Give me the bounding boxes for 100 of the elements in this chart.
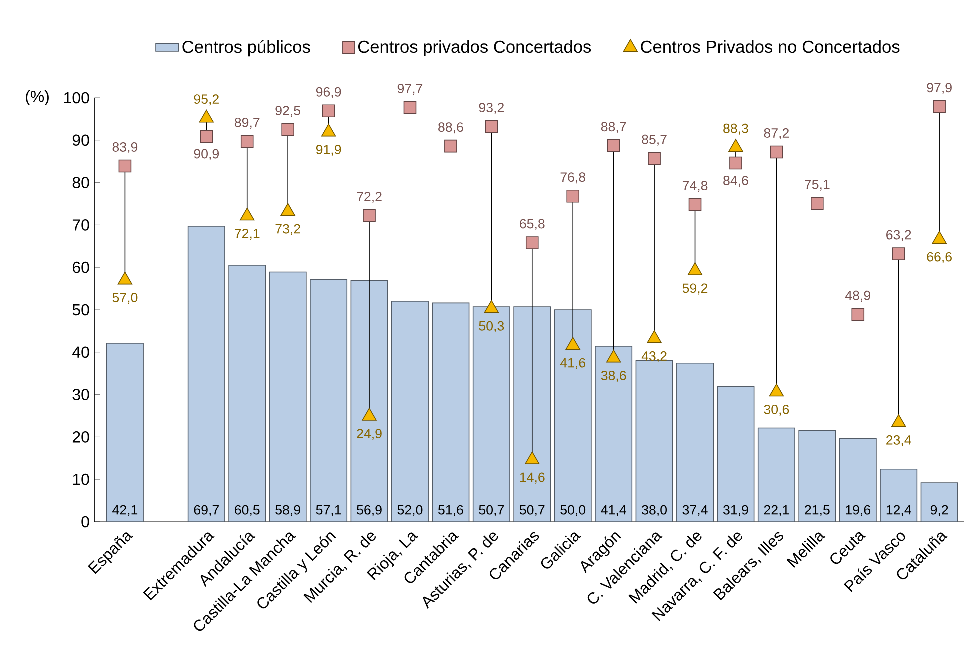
data-label: 57,1	[316, 506, 342, 516]
data-label: 9,2	[930, 505, 948, 516]
point	[118, 160, 132, 173]
point	[240, 208, 255, 221]
data-label: 52,0	[398, 505, 423, 516]
data-label: 72,1	[235, 229, 260, 240]
data-label: 42,1	[112, 505, 138, 516]
data-label: 38,6	[601, 371, 626, 382]
data-label: 97,7	[398, 84, 423, 96]
point	[282, 123, 294, 136]
data-label: 50,7	[479, 505, 504, 516]
data-label: 88,6	[438, 122, 464, 134]
point	[892, 248, 906, 260]
bar	[554, 310, 592, 522]
point	[240, 135, 254, 148]
data-label: 73,2	[276, 224, 300, 236]
point	[607, 140, 620, 152]
data-label: 76,8	[560, 172, 586, 184]
data-label: 60,5	[235, 505, 260, 516]
y-tick-label: 80	[72, 177, 90, 188]
data-label: 66,6	[927, 252, 952, 264]
y-axis-title: (%)	[26, 90, 49, 106]
data-label: 50,7	[520, 505, 545, 516]
y-tick-label: 70	[72, 220, 90, 231]
bar	[798, 430, 836, 522]
data-label: 56,9	[357, 505, 382, 516]
point	[730, 156, 742, 170]
bar	[472, 306, 510, 522]
y-tick-label: 60	[72, 262, 90, 274]
point	[648, 152, 661, 166]
point	[322, 104, 336, 118]
point	[688, 262, 703, 276]
data-label: 84,6	[724, 176, 748, 188]
bar	[310, 279, 348, 522]
point	[933, 100, 946, 114]
y-tick-label: 20	[72, 432, 90, 443]
data-label: 41,6	[560, 358, 586, 370]
data-label: 74,8	[682, 181, 708, 192]
data-label: 96,9	[316, 87, 342, 98]
data-label: 65,8	[520, 219, 545, 230]
data-label: 85,7	[642, 134, 667, 146]
point	[280, 203, 296, 216]
legend-label: Centros públicos	[182, 40, 310, 57]
point	[566, 190, 580, 203]
data-label: 23,4	[886, 435, 912, 447]
data-label: 95,2	[194, 94, 219, 106]
y-tick-label: 100	[64, 92, 90, 104]
data-label: 41,4	[601, 506, 626, 516]
bar	[839, 438, 877, 522]
point	[606, 350, 622, 363]
point	[404, 101, 417, 114]
y-tick-label: 10	[73, 474, 90, 486]
data-label: 24,9	[357, 429, 382, 440]
data-label: 87,2	[764, 128, 790, 140]
point	[200, 130, 214, 143]
bar	[188, 226, 226, 522]
data-label: 93,2	[479, 103, 504, 114]
data-label: 14,6	[520, 472, 545, 484]
data-label: 19,6	[846, 505, 871, 516]
bar	[269, 272, 307, 522]
data-label: 92,5	[276, 106, 300, 118]
point	[647, 330, 662, 344]
bar	[595, 346, 633, 522]
data-label: 75,1	[805, 180, 830, 191]
data-label: 83,9	[112, 142, 138, 154]
bar	[432, 302, 470, 522]
bar	[676, 363, 714, 522]
data-label: 88,3	[724, 124, 748, 135]
y-tick-label: 90	[72, 134, 90, 146]
legend-label: Centros privados Concertados	[358, 40, 592, 57]
data-label: 30,6	[764, 404, 790, 416]
point	[363, 209, 376, 222]
data-label: 59,2	[682, 284, 708, 295]
data-label: 89,7	[234, 118, 260, 129]
data-label: 63,2	[886, 230, 912, 242]
data-label: 57,0	[112, 293, 138, 304]
data-label: 37,4	[682, 505, 708, 516]
data-label: 51,6	[438, 505, 464, 516]
y-tick-label: 0	[82, 516, 90, 528]
bar	[758, 428, 796, 522]
data-label: 12,4	[886, 505, 912, 516]
point	[118, 272, 133, 285]
bar	[228, 265, 266, 522]
point	[932, 231, 947, 244]
bar	[392, 301, 429, 522]
data-label: 38,0	[642, 505, 667, 516]
point	[526, 236, 539, 250]
data-label: 58,9	[276, 505, 300, 516]
point	[769, 384, 784, 397]
data-label: 97,9	[927, 83, 952, 94]
data-label: 48,9	[845, 290, 870, 302]
data-label: 50,0	[560, 505, 586, 516]
data-label: 31,9	[724, 505, 748, 516]
bar	[350, 280, 388, 522]
point	[444, 140, 458, 153]
bar	[717, 386, 755, 522]
y-tick-label: 50	[72, 304, 90, 316]
data-label: 69,7	[194, 505, 219, 516]
y-tick-label: 30	[72, 389, 90, 400]
point	[362, 408, 377, 421]
